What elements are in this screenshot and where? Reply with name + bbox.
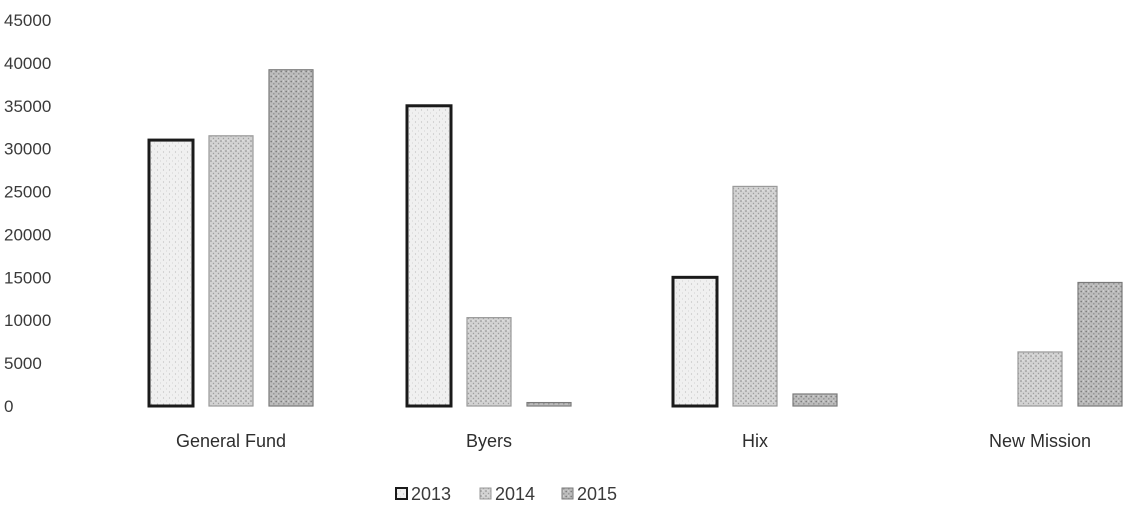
y-tick-label: 15000 — [4, 268, 51, 287]
legend-label: 2014 — [495, 484, 535, 504]
y-tick-label: 20000 — [4, 225, 51, 244]
legend: 2013 2014 2015 — [396, 484, 617, 504]
y-tick-label: 5000 — [4, 354, 42, 373]
x-axis: General Fund Byers Hix New Mission — [176, 431, 1091, 451]
legend-swatch-2015 — [562, 488, 573, 499]
bar-hix-2015 — [793, 394, 837, 406]
bar-byers-2013 — [407, 106, 451, 406]
bar-new-mission-2015 — [1078, 282, 1122, 406]
bar-general-fund-2014 — [209, 136, 253, 406]
legend-label: 2013 — [411, 484, 451, 504]
bar-byers-2014 — [467, 318, 511, 406]
bars — [149, 70, 1122, 406]
y-tick-label: 30000 — [4, 140, 51, 159]
x-category-label: Byers — [466, 431, 512, 451]
y-tick-label: 0 — [4, 397, 13, 416]
legend-swatch-2014 — [480, 488, 491, 499]
bar-general-fund-2013 — [149, 140, 193, 406]
y-tick-label: 35000 — [4, 97, 51, 116]
x-category-label: New Mission — [989, 431, 1091, 451]
y-tick-label: 10000 — [4, 311, 51, 330]
bar-general-fund-2015 — [269, 70, 313, 406]
y-tick-label: 25000 — [4, 183, 51, 202]
y-axis: 0 5000 10000 15000 20000 25000 30000 35000 40000… — [4, 11, 51, 416]
legend-swatch-2013 — [396, 488, 407, 499]
y-tick-label: 40000 — [4, 54, 51, 73]
legend-label: 2015 — [577, 484, 617, 504]
y-tick-label: 45000 — [4, 11, 51, 30]
bar-byers-2015 — [527, 403, 571, 406]
x-category-label: Hix — [742, 431, 768, 451]
x-category-label: General Fund — [176, 431, 286, 451]
bar-hix-2013 — [673, 277, 717, 406]
bar-hix-2014 — [733, 186, 777, 406]
bar-new-mission-2014 — [1018, 352, 1062, 406]
